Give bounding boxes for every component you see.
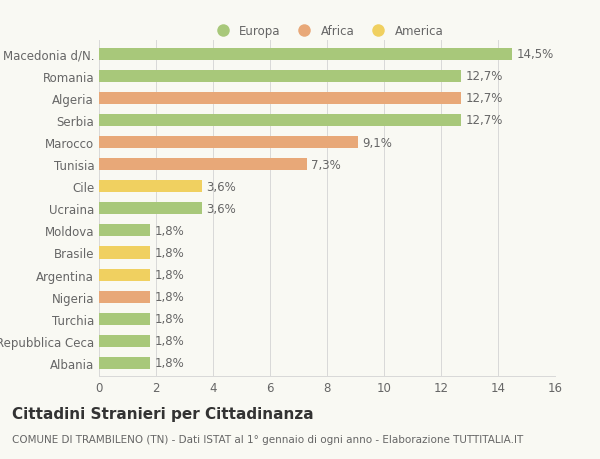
Text: 9,1%: 9,1% (362, 136, 392, 149)
Bar (99, 203, 202, 215)
Bar (99, 291, 151, 303)
Text: 1,8%: 1,8% (155, 357, 184, 369)
Text: 1,8%: 1,8% (155, 269, 184, 281)
Bar (99, 357, 151, 369)
Bar (99, 115, 461, 127)
Bar (99, 225, 151, 237)
Text: 1,8%: 1,8% (155, 246, 184, 259)
Bar (99, 269, 151, 281)
Legend: Europa, Africa, America: Europa, Africa, America (206, 20, 448, 43)
Text: 12,7%: 12,7% (465, 114, 503, 127)
Text: 12,7%: 12,7% (465, 70, 503, 83)
Text: 3,6%: 3,6% (206, 180, 236, 193)
Bar (99, 93, 461, 105)
Text: COMUNE DI TRAMBILENO (TN) - Dati ISTAT al 1° gennaio di ogni anno - Elaborazione: COMUNE DI TRAMBILENO (TN) - Dati ISTAT a… (12, 434, 523, 444)
Bar (99, 335, 151, 347)
Text: 12,7%: 12,7% (465, 92, 503, 105)
Bar (99, 71, 461, 83)
Text: 1,8%: 1,8% (155, 224, 184, 237)
Text: 1,8%: 1,8% (155, 335, 184, 347)
Bar (99, 137, 358, 149)
Text: 3,6%: 3,6% (206, 202, 236, 215)
Text: Cittadini Stranieri per Cittadinanza: Cittadini Stranieri per Cittadinanza (12, 406, 314, 421)
Text: 1,8%: 1,8% (155, 313, 184, 325)
Bar (99, 159, 307, 171)
Bar (99, 247, 151, 259)
Text: 14,5%: 14,5% (517, 48, 554, 61)
Bar (99, 181, 202, 193)
Bar (99, 49, 512, 61)
Bar (99, 313, 151, 325)
Text: 1,8%: 1,8% (155, 291, 184, 303)
Text: 7,3%: 7,3% (311, 158, 341, 171)
